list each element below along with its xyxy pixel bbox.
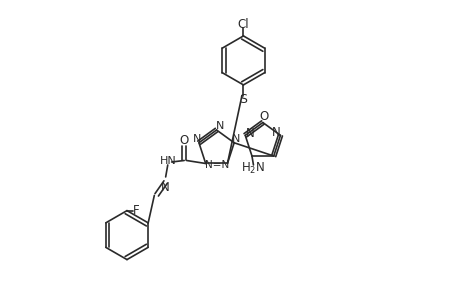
Text: N: N bbox=[231, 134, 239, 144]
Text: H$_2$N: H$_2$N bbox=[241, 161, 265, 176]
Text: N: N bbox=[246, 127, 254, 140]
Text: N: N bbox=[161, 181, 170, 194]
Text: HN: HN bbox=[159, 156, 176, 167]
Text: N: N bbox=[192, 134, 200, 144]
Text: O: O bbox=[179, 134, 188, 147]
Text: F: F bbox=[133, 204, 140, 217]
Text: O: O bbox=[258, 110, 268, 123]
Text: N=N: N=N bbox=[205, 160, 229, 170]
Text: N: N bbox=[271, 126, 280, 140]
Text: Cl: Cl bbox=[237, 18, 249, 31]
Text: S: S bbox=[239, 93, 247, 106]
Text: N: N bbox=[215, 122, 224, 131]
